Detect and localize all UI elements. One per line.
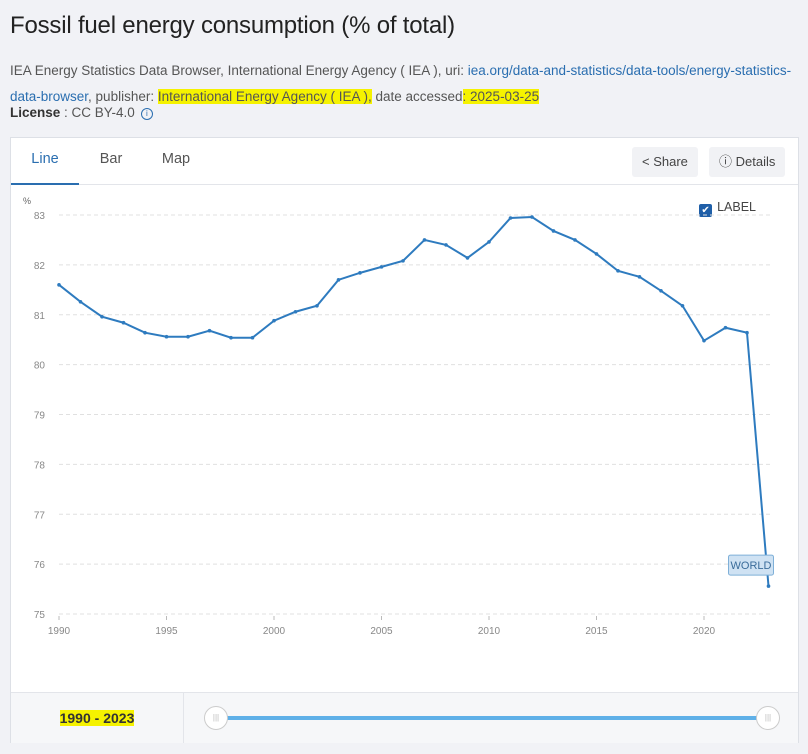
data-point — [745, 330, 749, 335]
y-tick-label: 78 — [34, 460, 46, 471]
chart-card: Line Bar Map < Share ⓘ Details ✔ LABEL % 7… — [10, 137, 799, 743]
data-point — [186, 334, 190, 339]
data-point — [121, 320, 126, 325]
info-icon[interactable]: i — [140, 108, 153, 120]
publisher-label: , publisher: — [88, 89, 158, 104]
series-label-box — [728, 554, 774, 576]
data-point — [379, 265, 384, 269]
x-tick-label: 1995 — [155, 626, 178, 637]
range-start: 1990 — [59, 710, 91, 726]
data-point — [702, 338, 706, 343]
tab-bar[interactable]: Bar — [99, 151, 123, 167]
y-tick-label: 76 — [34, 560, 46, 571]
line-chart: % 75 76 77 78 79 80 81 82 83 1990 1995 2000 2005 2010 2… — [23, 196, 774, 637]
publisher: International Energy Agency ( IEA ), — [157, 89, 372, 104]
y-tick-label: 77 — [34, 510, 46, 521]
range-end: 2023 — [103, 710, 135, 726]
series-label: WORLD — [731, 560, 772, 572]
data-point — [401, 259, 405, 263]
x-tick-label: 2005 — [370, 626, 393, 637]
data-point — [637, 275, 642, 279]
range-slider-end-handle[interactable]: ||| — [756, 706, 780, 730]
data-point — [594, 252, 599, 256]
info-circle-icon: ⓘ — [719, 154, 733, 169]
data-point — [659, 289, 663, 293]
license-label: License — [10, 105, 61, 120]
data-point — [78, 299, 83, 304]
data-point — [272, 318, 276, 323]
source-prefix: IEA Energy Statistics Data Browser, Inte… — [10, 63, 468, 78]
date-label: date accessed — [371, 89, 463, 104]
details-button[interactable]: ⓘ Details — [709, 147, 786, 177]
data-point — [487, 240, 491, 244]
data-point — [336, 278, 341, 282]
data-point — [465, 256, 470, 260]
data-point — [508, 216, 513, 220]
data-point — [616, 269, 620, 273]
share-label: Share — [653, 154, 688, 169]
data-point — [358, 271, 362, 275]
data-point — [207, 328, 212, 333]
date-accessed: : 2025-03-25 — [462, 89, 540, 104]
data-point — [100, 314, 104, 319]
label-toggle-text: LABEL — [717, 200, 756, 214]
data-point — [766, 584, 771, 588]
data-point — [444, 243, 448, 247]
tab-line[interactable]: Line — [11, 138, 79, 185]
chart-tabs: Line Bar Map < Share ⓘ Details — [11, 138, 798, 185]
data-point — [551, 229, 556, 233]
data-point — [422, 238, 427, 242]
y-tick-label: 79 — [34, 411, 46, 422]
license-value: : CC BY-4.0 — [60, 105, 135, 120]
data-point — [229, 335, 233, 340]
details-label: Details — [735, 154, 776, 169]
y-axis-unit: % — [23, 196, 31, 206]
data-point — [293, 309, 298, 314]
x-tick-label: 1990 — [48, 626, 71, 637]
tab-map[interactable]: Map — [161, 151, 191, 167]
x-tick-label: 2010 — [478, 626, 501, 637]
data-point — [57, 283, 61, 287]
x-tick-label: 2020 — [693, 626, 716, 637]
y-tick-label: 75 — [34, 610, 46, 621]
range-label: 1990 - 2023 — [11, 693, 184, 743]
page-title: Fossil fuel energy consumption (% of tot… — [10, 12, 455, 39]
range-bar: 1990 - 2023 ||| ||| — [11, 692, 798, 743]
range-slider-track[interactable] — [216, 716, 770, 720]
data-point — [250, 335, 255, 340]
y-tick-label: 81 — [34, 311, 46, 322]
data-point — [530, 215, 534, 219]
x-tick-label: 2000 — [263, 626, 286, 637]
data-point — [143, 330, 147, 335]
share-button[interactable]: < Share — [632, 147, 698, 177]
data-point — [573, 238, 577, 242]
data-point — [723, 325, 728, 330]
x-tick-label: 2015 — [585, 626, 608, 637]
label-toggle[interactable]: ✔ LABEL — [699, 200, 756, 217]
license: License : CC BY-4.0 i — [10, 105, 153, 120]
source-citation: IEA Energy Statistics Data Browser, Inte… — [10, 58, 800, 110]
y-tick-label: 80 — [34, 361, 46, 372]
source-uri-link[interactable]: iea.org/data-and-statistics/data-tools/e… — [10, 63, 792, 104]
range-slider-start-handle[interactable]: ||| — [204, 706, 228, 730]
y-tick-label: 83 — [34, 211, 46, 222]
data-point — [315, 303, 319, 308]
y-tick-label: 82 — [34, 261, 46, 272]
series-line — [58, 215, 770, 587]
share-icon: < — [642, 154, 650, 169]
data-point — [164, 334, 169, 339]
range-sep: - — [90, 710, 104, 726]
checkbox-checked-icon[interactable]: ✔ — [699, 204, 713, 217]
data-point — [680, 303, 685, 308]
